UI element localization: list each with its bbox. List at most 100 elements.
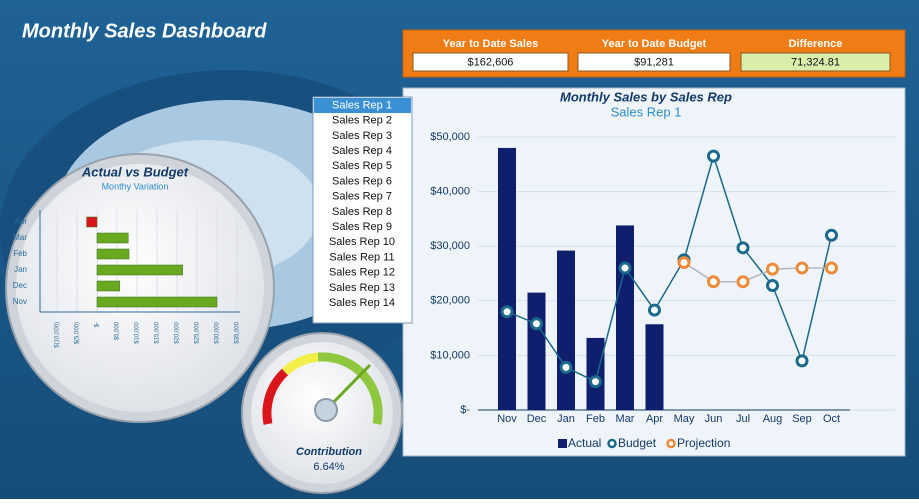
y-tick-label: Mar (13, 233, 27, 242)
point (677, 256, 691, 270)
bar (616, 225, 634, 410)
point (795, 354, 809, 368)
rep-item[interactable]: Sales Rep 10 (329, 236, 395, 248)
x-tick-label: $10,000 (135, 321, 141, 343)
y-tick-label: Feb (13, 249, 27, 258)
bar (586, 337, 605, 410)
point (736, 241, 750, 255)
legend-label: Actual (568, 436, 601, 450)
rep-item[interactable]: Sales Rep 3 (332, 130, 392, 142)
legend-label: Projection (677, 436, 730, 450)
rep-item[interactable]: Sales Rep 9 (332, 221, 392, 233)
bar (645, 324, 664, 410)
rep-list (312, 96, 413, 324)
bar (96, 280, 121, 292)
kpi-value: $162,606 (468, 56, 514, 68)
rep-item[interactable]: Sales Rep 14 (329, 297, 395, 309)
kpi-value: $91,281 (634, 56, 674, 68)
gauge-value: 6.64% (313, 461, 344, 473)
point (707, 149, 720, 163)
chart-title: Monthly Sales by Sales Rep (560, 89, 732, 104)
x-tick-label: Sep (792, 413, 812, 425)
point (825, 228, 838, 242)
rep-item[interactable]: Sales Rep 1 (332, 99, 392, 111)
rep-items: Sales Rep 1 Sales Rep 2 Sales Rep 3 Sales R… (314, 98, 411, 309)
x-tick-label: $35,000 (235, 321, 241, 343)
y-tick-label: $50,000 (430, 131, 470, 143)
x-tick-label: $20,000 (175, 321, 181, 343)
point (648, 303, 661, 317)
y-tick-label: $10,000 (430, 349, 470, 361)
rep-item[interactable]: Sales Rep 6 (332, 175, 392, 187)
x-tick-label: May (674, 413, 695, 425)
x-tick-label: $25,000 (195, 321, 201, 343)
x-tick-label: Jun (705, 413, 723, 425)
rep-item[interactable]: Sales Rep 7 (332, 191, 392, 203)
disc (16, 164, 264, 412)
bar (96, 248, 130, 260)
bar (96, 232, 129, 244)
kpis: Year to Date Sales $162,606 Year to Date B… (412, 38, 891, 72)
x-tick-label: Dec (527, 413, 547, 425)
x-tick-label: Mar (616, 413, 635, 425)
legend-swatch (607, 438, 617, 449)
legend-swatch (666, 438, 676, 449)
rep-item[interactable]: Sales Rep 2 (332, 115, 392, 127)
y-tick-label: Apr (15, 217, 28, 226)
main-chart: $- $10,000 $20,000 $30,000 $40,000 $50,000 Nov… (430, 131, 895, 450)
point (589, 375, 602, 389)
point (559, 360, 573, 374)
bar (86, 216, 98, 228)
x-tick-label: $15,000 (155, 321, 161, 343)
y-tick-label: $- (460, 404, 470, 416)
x-tick-label: $5,000 (115, 321, 121, 340)
y-tick-label: $30,000 (430, 240, 470, 252)
x-tick-label: Oct (823, 413, 840, 425)
point (707, 275, 720, 289)
bar (557, 250, 575, 410)
x-tick-label: Nov (497, 413, 517, 425)
x-tick-label: $30,000 (215, 321, 221, 343)
rep-item[interactable]: Sales Rep 4 (332, 145, 392, 157)
x-tick-label: $(10,000) (55, 322, 61, 348)
y-tick-label: Jan (14, 265, 27, 274)
kpi-label: Year to Date Budget (602, 38, 707, 50)
x-tick-label: Aug (763, 413, 783, 425)
kpi-box (577, 52, 731, 72)
point (766, 279, 779, 293)
kpi-box (740, 52, 891, 72)
x-tick-label: $(5,000) (75, 322, 81, 344)
gauge-band (262, 368, 289, 425)
legend-swatch (558, 439, 567, 448)
rep-selected (314, 98, 411, 113)
kpi-label: Difference (789, 38, 843, 50)
dashboard-title: Monthly Sales Dashboard (22, 20, 267, 42)
point (766, 262, 779, 276)
x-tick-label: Jan (557, 413, 575, 425)
chart-subtitle: Sales Rep 1 (611, 104, 682, 119)
gauge-label: Contribution (296, 446, 362, 458)
point (530, 317, 543, 331)
y-tick-label: Nov (13, 297, 27, 306)
bar (96, 296, 218, 308)
bar (96, 264, 183, 276)
variance-chart: $(10,000) $(5,000) $- $5,000 $10,000 $15,000 $… (13, 210, 241, 348)
rep-item[interactable]: Sales Rep 11 (329, 251, 394, 263)
rep-item[interactable]: Sales Rep 5 (332, 160, 392, 172)
x-tick-label: $- (95, 322, 101, 327)
point (736, 275, 750, 289)
kpi-value: 71,324.81 (791, 56, 840, 68)
rep-item[interactable]: Sales Rep 8 (332, 206, 392, 218)
legend-label: Budget (618, 436, 657, 450)
rep-item[interactable]: Sales Rep 12 (329, 267, 395, 279)
rep-item[interactable]: Sales Rep 13 (329, 282, 395, 294)
x-tick-label: Apr (646, 413, 663, 425)
line (506, 153, 833, 383)
chart-title: Actual vs Budget (81, 164, 189, 179)
gauge-band (317, 352, 383, 425)
kpi-box (412, 52, 569, 72)
bar (498, 147, 516, 411)
y-tick-label: $20,000 (430, 295, 470, 307)
gauge-band (281, 352, 319, 376)
